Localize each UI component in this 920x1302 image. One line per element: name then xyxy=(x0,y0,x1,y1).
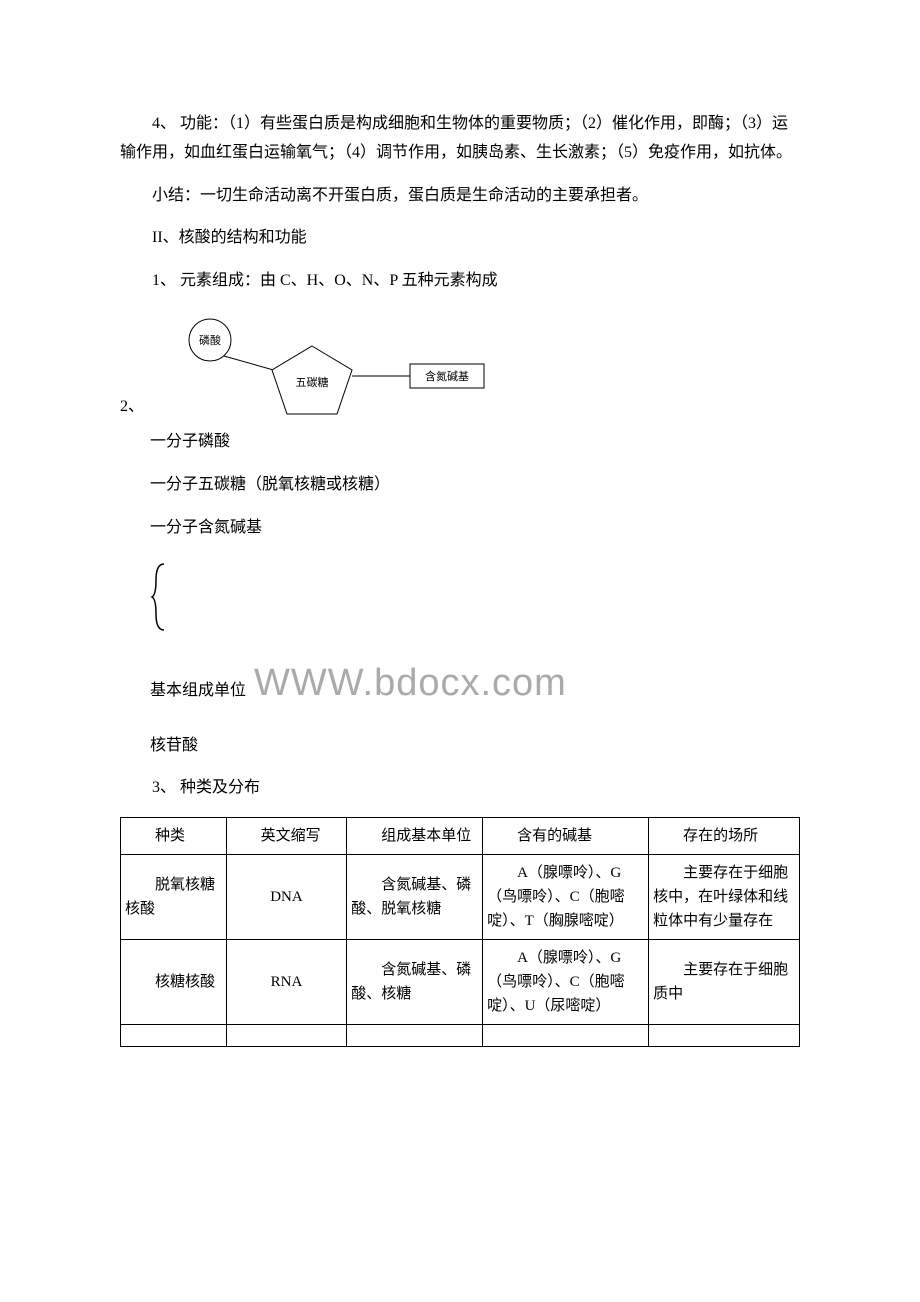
nucleic-acid-table: 种类 英文缩写 组成基本单位 含有的碱基 存在的场所 脱氧核糖核酸 DNA 含氮… xyxy=(120,817,800,1047)
cell-bases-dna: A（腺嘌呤）、G（鸟嘌呤）、C（胞嘧啶）、T（胸腺嘧啶） xyxy=(483,855,649,940)
phosphate-label: 磷酸 xyxy=(199,333,221,347)
basic-unit-label: 基本组成单位 xyxy=(150,677,246,706)
base-line: 一分子含氮碱基 xyxy=(150,514,800,543)
item-2-row: 2、 磷酸 五碳糖 含氮碱基 xyxy=(120,310,800,428)
col-bases: 含有的碱基 xyxy=(483,818,649,855)
col-unit: 组成基本单位 xyxy=(347,818,483,855)
cell-loc-rna: 主要存在于细胞质中 xyxy=(649,940,800,1025)
table-row: 核糖核酸 RNA 含氮碱基、磷酸、核糖 A（腺嘌呤）、G（鸟嘌呤）、C（胞嘧啶）… xyxy=(121,940,800,1025)
cell-unit-dna: 含氮碱基、磷酸、脱氧核糖 xyxy=(347,855,483,940)
cell-loc-dna: 主要存在于细胞核中，在叶绿体和线粒体中有少量存在 xyxy=(649,855,800,940)
cell-abbrev-dna: DNA xyxy=(226,855,347,940)
cell-type-rna: 核糖核酸 xyxy=(121,940,227,1025)
col-type: 种类 xyxy=(121,818,227,855)
pentose-label: 五碳糖 xyxy=(296,375,329,389)
nucleotide-label: 核苷酸 xyxy=(150,732,800,761)
cell-abbrev-rna: RNA xyxy=(226,940,347,1025)
types-distribution-title: 3、 种类及分布 xyxy=(120,774,800,803)
watermark-text: WWW.bdocx.com xyxy=(254,649,567,717)
base-label: 含氮碱基 xyxy=(425,369,469,383)
pentose-line: 一分子五碳糖（脱氧核糖或核糖） xyxy=(150,471,800,500)
brace-icon xyxy=(150,562,170,632)
table-empty-row xyxy=(121,1025,800,1047)
section-2-title: II、核酸的结构和功能 xyxy=(120,224,800,253)
col-location: 存在的场所 xyxy=(649,818,800,855)
cell-unit-rna: 含氮碱基、磷酸、核糖 xyxy=(347,940,483,1025)
summary-paragraph: 小结：一切生命活动离不开蛋白质，蛋白质是生命活动的主要承担者。 xyxy=(120,182,800,211)
table-row: 脱氧核糖核酸 DNA 含氮碱基、磷酸、脱氧核糖 A（腺嘌呤）、G（鸟嘌呤）、C（… xyxy=(121,855,800,940)
phosphate-line: 一分子磷酸 xyxy=(150,428,800,457)
cell-bases-rna: A（腺嘌呤）、G（鸟嘌呤）、C（胞嘧啶）、U（尿嘧啶） xyxy=(483,940,649,1025)
cell-type-dna: 脱氧核糖核酸 xyxy=(121,855,227,940)
function-paragraph: 4、 功能：（1）有些蛋白质是构成细胞和生物体的重要物质；（2）催化作用，即酶；… xyxy=(120,110,800,168)
item-2-label: 2、 xyxy=(120,393,144,428)
col-abbrev: 英文缩写 xyxy=(226,818,347,855)
table-header-row: 种类 英文缩写 组成基本单位 含有的碱基 存在的场所 xyxy=(121,818,800,855)
element-composition: 1、 元素组成：由 C、H、O、N、P 五种元素构成 xyxy=(120,267,800,296)
nucleotide-diagram: 磷酸 五碳糖 含氮碱基 xyxy=(182,318,492,428)
